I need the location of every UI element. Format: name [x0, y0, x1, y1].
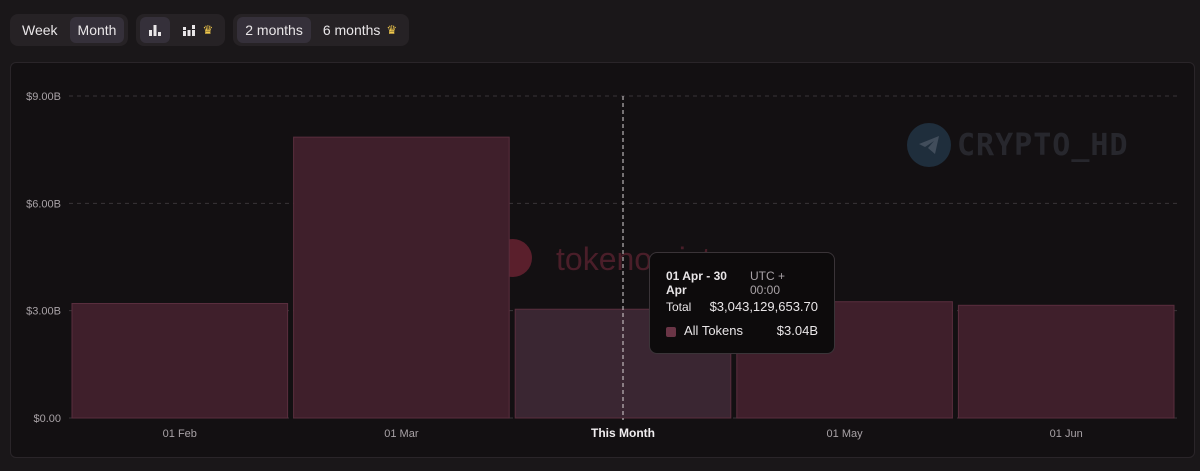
two-months-button[interactable]: 2 months [237, 17, 311, 43]
x-tick-label: 01 Feb [163, 428, 197, 440]
y-tick-label: $3.00B [26, 306, 61, 318]
tooltip-timezone: UTC + 00:00 [750, 269, 786, 297]
crown-icon: ♛ [386, 23, 398, 37]
telegram-watermark-text: CRYPTO_HD [957, 127, 1129, 163]
x-tick-label: 01 Mar [384, 428, 419, 440]
x-tick-label: This Month [591, 426, 655, 440]
toolbar: Week Month ♛ 2 months 6 months ♛ [10, 14, 410, 46]
telegram-watermark: CRYPTO_HD [907, 123, 1129, 167]
bar [293, 136, 510, 419]
period-toggle: Week Month [10, 14, 129, 46]
tooltip-total-label: Total [666, 299, 692, 314]
bar [957, 304, 1175, 419]
y-tick-label: $9.00B [26, 91, 61, 103]
x-tick-label: 01 Jun [1050, 428, 1083, 440]
stacked-bar-chart-icon[interactable]: ♛ [174, 17, 221, 43]
chart-tooltip: 01 Apr - 30 Apr UTC + 00:00 Total $3,043… [649, 252, 835, 354]
y-tick-label: $6.00B [26, 198, 61, 210]
x-tick-label: 01 May [827, 428, 864, 440]
tooltip-series-swatch [666, 326, 676, 337]
six-months-button[interactable]: 6 months ♛ [315, 17, 405, 43]
telegram-icon [907, 123, 951, 167]
tooltip-range: 01 Apr - 30 Apr [666, 269, 727, 297]
tooltip-series-value: $3.04B [776, 323, 818, 338]
week-button[interactable]: Week [22, 22, 58, 38]
chart-panel: tokenomist $0.00 $3.00B $6.00B $9.00B 01 Feb 0… [10, 62, 1195, 458]
tooltip-total-value: $3,043,129,653.70 [709, 299, 818, 314]
month-button[interactable]: Month [69, 17, 125, 43]
crown-icon: ♛ [202, 23, 214, 37]
bar [71, 303, 289, 419]
tooltip-series-label: All Tokens [684, 323, 744, 338]
six-months-label: 6 months [322, 22, 381, 38]
bar-chart-icon[interactable] [140, 17, 171, 43]
tooltip-series: All Tokens [666, 323, 743, 338]
range-toggle: 2 months 6 months ♛ [233, 14, 410, 46]
y-tick-label: $0.00 [33, 413, 61, 425]
view-toggle: ♛ [136, 14, 226, 46]
